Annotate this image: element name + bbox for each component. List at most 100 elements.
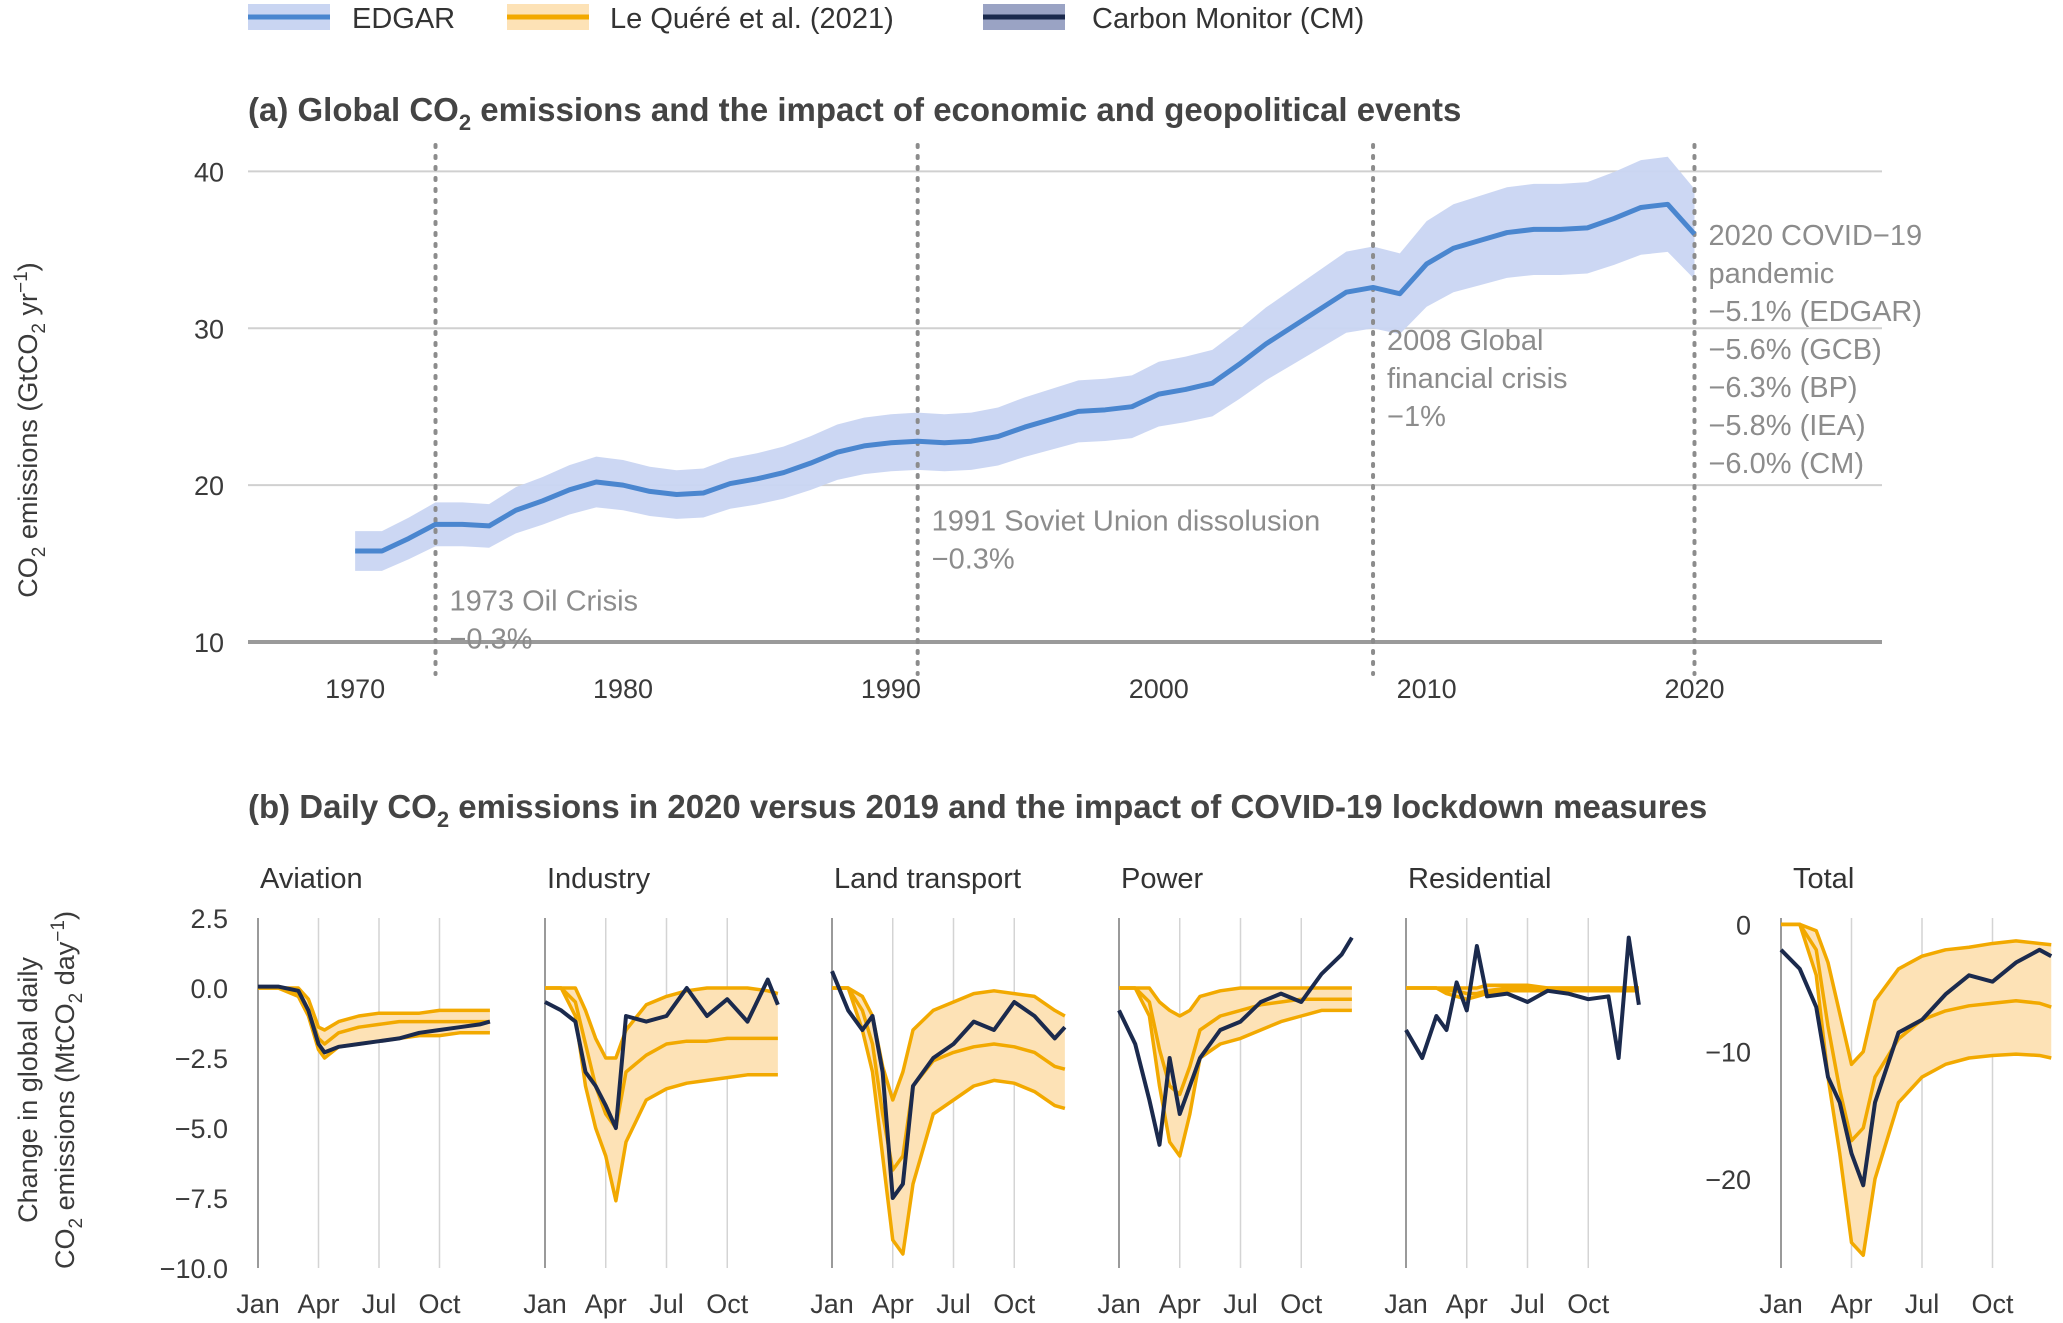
x-tick-label: Apr: [1446, 1289, 1488, 1319]
lequere-line: [258, 986, 490, 1032]
legend-label-cm: Carbon Monitor (CM): [1092, 3, 1364, 35]
x-tick-label: Oct: [418, 1289, 461, 1319]
subplot-residential: Residential Jan Apr Jul Oct: [1384, 863, 1641, 1319]
event-annotation-line: financial crisis: [1387, 363, 1568, 395]
carbon-monitor-line: [544, 977, 780, 1130]
panel-b-ylabel-line2: CO2 emissions (MtCO2 day−1): [48, 911, 87, 1269]
subplot-title: Power: [1121, 863, 1204, 895]
lequere-line: [1406, 983, 1639, 990]
event-annotation-line: 2008 Global: [1387, 325, 1543, 357]
x-tick-label: Jul: [1510, 1289, 1545, 1319]
event-annotation-line: −0.3%: [450, 624, 533, 656]
y-tick-label: 0.0: [190, 974, 228, 1004]
legend: EDGAR Le Quéré et al. (2021) Carbon Moni…: [248, 3, 1364, 35]
lequere-line: [1781, 922, 2052, 1258]
event-annotation-line: 1973 Oil Crisis: [450, 586, 639, 618]
x-tick-label: Apr: [297, 1289, 339, 1319]
subplot-power: Power Jan Apr Jul Oct: [1097, 863, 1354, 1319]
x-tick-label: Apr: [872, 1289, 914, 1319]
x-tick-label: Apr: [1159, 1289, 1201, 1319]
event-annotation: 1991 Soviet Union dissolusion −0.3%: [932, 506, 1321, 576]
edgar-uncertainty-band: [355, 156, 1695, 571]
lequere-line: [1119, 986, 1352, 1158]
x-tick-label: Jan: [1097, 1289, 1141, 1319]
x-tick-label: 2020: [1664, 674, 1724, 704]
x-tick-label: Jul: [649, 1289, 684, 1319]
lequere-line: [832, 986, 1066, 1102]
subplot-title: Industry: [547, 863, 651, 895]
lequere-line: [1781, 922, 2052, 1143]
lequere-uncertainty-band: [1781, 924, 2052, 1256]
y-tick-label: 2.5: [190, 904, 228, 934]
event-annotation-line: −0.3%: [932, 544, 1015, 576]
x-tick-label: Oct: [1280, 1289, 1323, 1319]
x-tick-label: Apr: [1830, 1289, 1872, 1319]
subplot-land-transport: Land transport Jan Apr Jul Oct: [810, 863, 1067, 1319]
x-tick-label: 1980: [593, 674, 653, 704]
y-tick-label: 10: [194, 628, 224, 658]
x-tick-label: 1970: [325, 674, 385, 704]
y-tick-label: 20: [194, 471, 224, 501]
event-annotation-line: −1%: [1387, 401, 1446, 433]
event-annotation-line: −5.6% (GCB): [1708, 334, 1881, 366]
y-tick-label: −10.0: [160, 1254, 228, 1284]
event-annotation-line: −6.0% (CM): [1708, 448, 1864, 480]
subplot-title: Aviation: [260, 863, 363, 895]
x-tick-label: Jan: [236, 1289, 280, 1319]
event-annotation-line: 2020 COVID−19: [1708, 220, 1922, 252]
x-tick-label: Jul: [936, 1289, 971, 1319]
lequere-line: [1406, 986, 1639, 1001]
lequere-uncertainty-band: [1119, 988, 1352, 1156]
x-tick-label: Jan: [1384, 1289, 1428, 1319]
subplot-title: Land transport: [834, 863, 1021, 895]
panel-a-title: (a) Global CO2 emissions and the impact …: [248, 91, 1461, 135]
x-tick-label: Jul: [1905, 1289, 1940, 1319]
x-tick-label: Jan: [523, 1289, 567, 1319]
x-tick-label: Jul: [1223, 1289, 1258, 1319]
lequere-line: [1119, 986, 1352, 1097]
legend-label-lequere: Le Quéré et al. (2021): [610, 3, 894, 35]
x-tick-label: Jul: [362, 1289, 397, 1319]
x-tick-label: Jan: [810, 1289, 854, 1319]
lequere-line: [1781, 922, 2052, 1067]
y-tick-label: 30: [194, 314, 224, 344]
lequere-line: [545, 986, 778, 1130]
y-tick-label: −5.0: [175, 1114, 228, 1144]
event-annotation: 2020 COVID−19 pandemic −5.1% (EDGAR) −5.6% …: [1708, 220, 1922, 480]
subplot-title: Residential: [1408, 863, 1551, 895]
x-tick-label: Jan: [1759, 1289, 1803, 1319]
x-tick-label: Oct: [1971, 1289, 2014, 1319]
y-tick-label: 40: [194, 157, 224, 187]
carbon-monitor-line: [1117, 936, 1354, 1147]
x-tick-label: 2010: [1397, 674, 1457, 704]
panel-a-plot: 10 20 30 40 1970 1980 1990 2000 2010 2020 1973 Oil…: [194, 143, 1922, 704]
event-annotation-line: 1991 Soviet Union dissolusion: [932, 506, 1321, 538]
x-tick-label: 1990: [861, 674, 921, 704]
panel-b-title: (b) Daily CO2 emissions in 2020 versus 2…: [248, 788, 1707, 832]
x-tick-label: Oct: [1567, 1289, 1610, 1319]
y-tick-label: −20: [1705, 1165, 1751, 1195]
event-annotation-line: −5.8% (IEA): [1708, 410, 1865, 442]
event-annotation-line: −5.1% (EDGAR): [1708, 296, 1922, 328]
x-tick-label: Oct: [993, 1289, 1036, 1319]
x-tick-label: Apr: [585, 1289, 627, 1319]
carbon-monitor-line: [258, 984, 491, 1055]
y-tick-label: 0: [1736, 910, 1751, 940]
subplot-total: Total Jan Apr Jul Oct 0 −10 −20: [1705, 863, 2053, 1319]
subplot-title: Total: [1793, 863, 1854, 895]
panel-b-ylabel-line1: Change in global daily: [13, 957, 43, 1223]
edgar-series-line: [355, 201, 1697, 554]
subplot-industry: Industry Jan Apr Jul Oct: [523, 863, 780, 1319]
x-tick-label: Oct: [706, 1289, 749, 1319]
event-annotation-line: −6.3% (BP): [1708, 372, 1857, 404]
event-annotation-line: pandemic: [1708, 258, 1834, 290]
y-tick-label: −7.5: [175, 1184, 228, 1214]
carbon-monitor-line: [1404, 935, 1641, 1060]
carbon-monitor-line: [1779, 947, 2053, 1188]
x-tick-label: 2000: [1129, 674, 1189, 704]
y-tick-label: −2.5: [175, 1044, 228, 1074]
subplot-aviation: Aviation Jan Apr Jul Oct 2.5 0.0 −2.5 −5.0 −7.5 −1…: [160, 863, 491, 1319]
panel-a-ylabel: CO2 emissions (GtCO2 yr−1): [11, 262, 50, 597]
event-annotation: 2008 Global financial crisis −1%: [1387, 325, 1568, 433]
